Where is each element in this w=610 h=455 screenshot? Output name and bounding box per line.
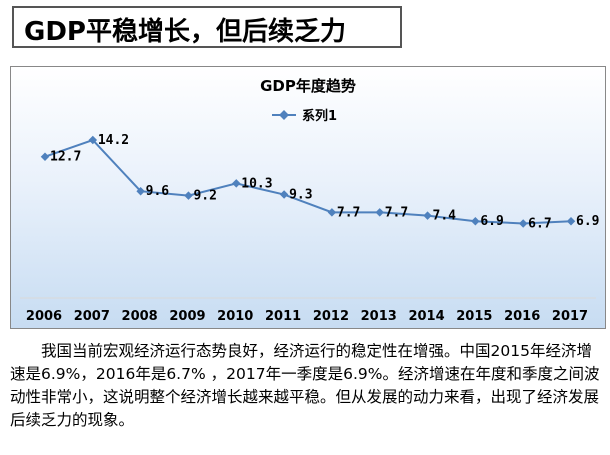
- data-label: 9.2: [193, 189, 216, 204]
- x-tick-label: 2016: [504, 309, 540, 324]
- gdp-line-chart: GDP年度趋势 系列1 12.7 14.2 9.6 9.2 10.3 9.3 7.7 7.7 7…: [20, 77, 599, 324]
- data-label: 9.6: [146, 184, 170, 199]
- slide-title: GDP平稳增长，但后续乏力: [24, 17, 346, 47]
- data-point: [566, 216, 576, 226]
- legend-label: 系列1: [302, 108, 337, 124]
- data-point: [88, 135, 98, 145]
- data-point: [471, 216, 480, 226]
- x-tick-label: 2012: [313, 309, 349, 324]
- body-paragraph: 我国当前宏观经济运行态势良好，经济运行的稳定性在增强。中国2015年经济增速是6…: [10, 342, 600, 429]
- slide-title-box: GDP平稳增长，但后续乏力: [12, 6, 402, 48]
- data-label: 7.7: [337, 205, 360, 220]
- data-point: [136, 186, 145, 196]
- plot-area: 12.7 14.2 9.6 9.2 10.3 9.3 7.7 7.7 7.4 6.9 6.7 6.9 2…: [20, 133, 599, 324]
- chart-title: GDP年度趋势: [260, 77, 356, 95]
- data-point: [232, 179, 241, 188]
- data-label: 6.7: [528, 216, 551, 231]
- data-point: [327, 208, 337, 217]
- data-label: 6.9: [576, 214, 599, 229]
- x-tick-label: 2009: [169, 309, 205, 324]
- legend: 系列1: [272, 108, 337, 124]
- data-label: 9.3: [289, 188, 312, 203]
- series-line: [44, 138, 572, 225]
- x-tick-label: 2008: [122, 309, 158, 324]
- data-point: [279, 190, 289, 199]
- x-tick-label: 2015: [456, 309, 492, 324]
- data-label: 7.4: [433, 209, 457, 224]
- x-tick-label: 2007: [74, 309, 110, 324]
- x-tick-label: 2011: [265, 309, 301, 324]
- data-point: [518, 219, 528, 228]
- data-point: [375, 208, 384, 217]
- data-label: 10.3: [241, 176, 272, 191]
- data-label: 7.7: [385, 205, 408, 220]
- x-tick-label: 2006: [26, 309, 62, 324]
- data-label: 14.2: [98, 133, 129, 148]
- data-point: [184, 191, 193, 200]
- chart-area: [10, 66, 606, 329]
- x-tick-label: 2010: [217, 309, 253, 324]
- data-point: [423, 211, 432, 220]
- x-tick-label: 2014: [408, 309, 444, 324]
- x-tick-label: 2017: [552, 309, 588, 324]
- legend-marker: [279, 110, 289, 120]
- data-point: [40, 152, 50, 161]
- data-label: 12.7: [50, 150, 81, 165]
- x-tick-label: 2013: [361, 309, 397, 324]
- data-label: 6.9: [480, 214, 503, 229]
